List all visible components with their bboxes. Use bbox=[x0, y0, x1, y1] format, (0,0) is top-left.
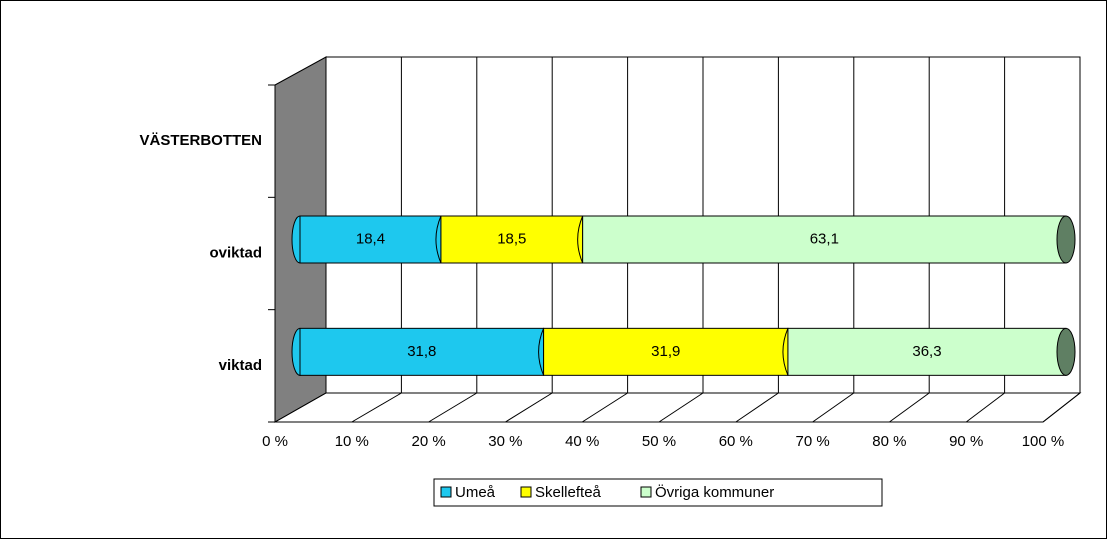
value-label: 18,5 bbox=[497, 230, 526, 247]
y-tick-label: viktad bbox=[219, 357, 262, 374]
legend-label: Umeå bbox=[455, 484, 496, 501]
floor-grid-line bbox=[812, 392, 855, 423]
bar bbox=[299, 215, 442, 264]
floor-grid-line bbox=[274, 392, 327, 423]
legend-swatch bbox=[520, 486, 532, 498]
bar bbox=[543, 327, 789, 376]
y-tick-label: oviktad bbox=[209, 244, 262, 261]
floor-grid-line bbox=[351, 392, 402, 423]
bar bbox=[787, 327, 1067, 376]
floor-grid-line bbox=[505, 392, 553, 423]
bar-joint bbox=[782, 328, 789, 376]
bar-joint bbox=[577, 215, 584, 264]
x-tick-label: 20 % bbox=[411, 433, 445, 450]
floor bbox=[273, 392, 1082, 423]
x-tick-label: 10 % bbox=[335, 433, 369, 450]
legend-label: Övriga kommuner bbox=[655, 483, 774, 501]
x-tick-label: 100 % bbox=[1022, 433, 1065, 450]
bar-end bbox=[1056, 327, 1076, 376]
x-tick-label: 90 % bbox=[949, 433, 983, 450]
legend-box bbox=[433, 478, 883, 507]
value-label: 31,9 bbox=[651, 343, 680, 360]
floor-grid-line bbox=[965, 392, 1005, 423]
floor-grid-line bbox=[428, 392, 478, 423]
value-label: 63,1 bbox=[810, 230, 839, 247]
bar bbox=[440, 215, 584, 264]
bar bbox=[582, 215, 1067, 264]
value-label: 31,8 bbox=[407, 343, 436, 360]
value-label: 18,4 bbox=[356, 230, 385, 247]
legend-swatch bbox=[640, 486, 652, 498]
x-tick-label: 30 % bbox=[488, 433, 522, 450]
x-tick-label: 60 % bbox=[719, 433, 753, 450]
x-tick-label: 70 % bbox=[795, 433, 829, 450]
bar-end bbox=[1056, 215, 1076, 264]
floor-grid-line bbox=[658, 392, 704, 423]
bar-joint bbox=[435, 215, 442, 264]
floor-grid-line bbox=[889, 392, 930, 423]
y-tick-label: VÄSTERBOTTEN bbox=[139, 132, 262, 149]
floor-grid-line bbox=[735, 392, 779, 423]
legend-label: Skellefteå bbox=[535, 484, 602, 501]
x-tick-label: 50 % bbox=[642, 433, 676, 450]
floor-grid-line bbox=[1042, 392, 1081, 423]
bar-joint bbox=[538, 328, 545, 376]
floor-grid-line bbox=[581, 392, 628, 423]
x-tick-label: 40 % bbox=[565, 433, 599, 450]
bar bbox=[299, 327, 545, 376]
x-tick-label: 0 % bbox=[262, 433, 288, 450]
value-label: 36,3 bbox=[912, 343, 941, 360]
legend-swatch bbox=[440, 486, 452, 498]
x-tick-label: 80 % bbox=[872, 433, 906, 450]
